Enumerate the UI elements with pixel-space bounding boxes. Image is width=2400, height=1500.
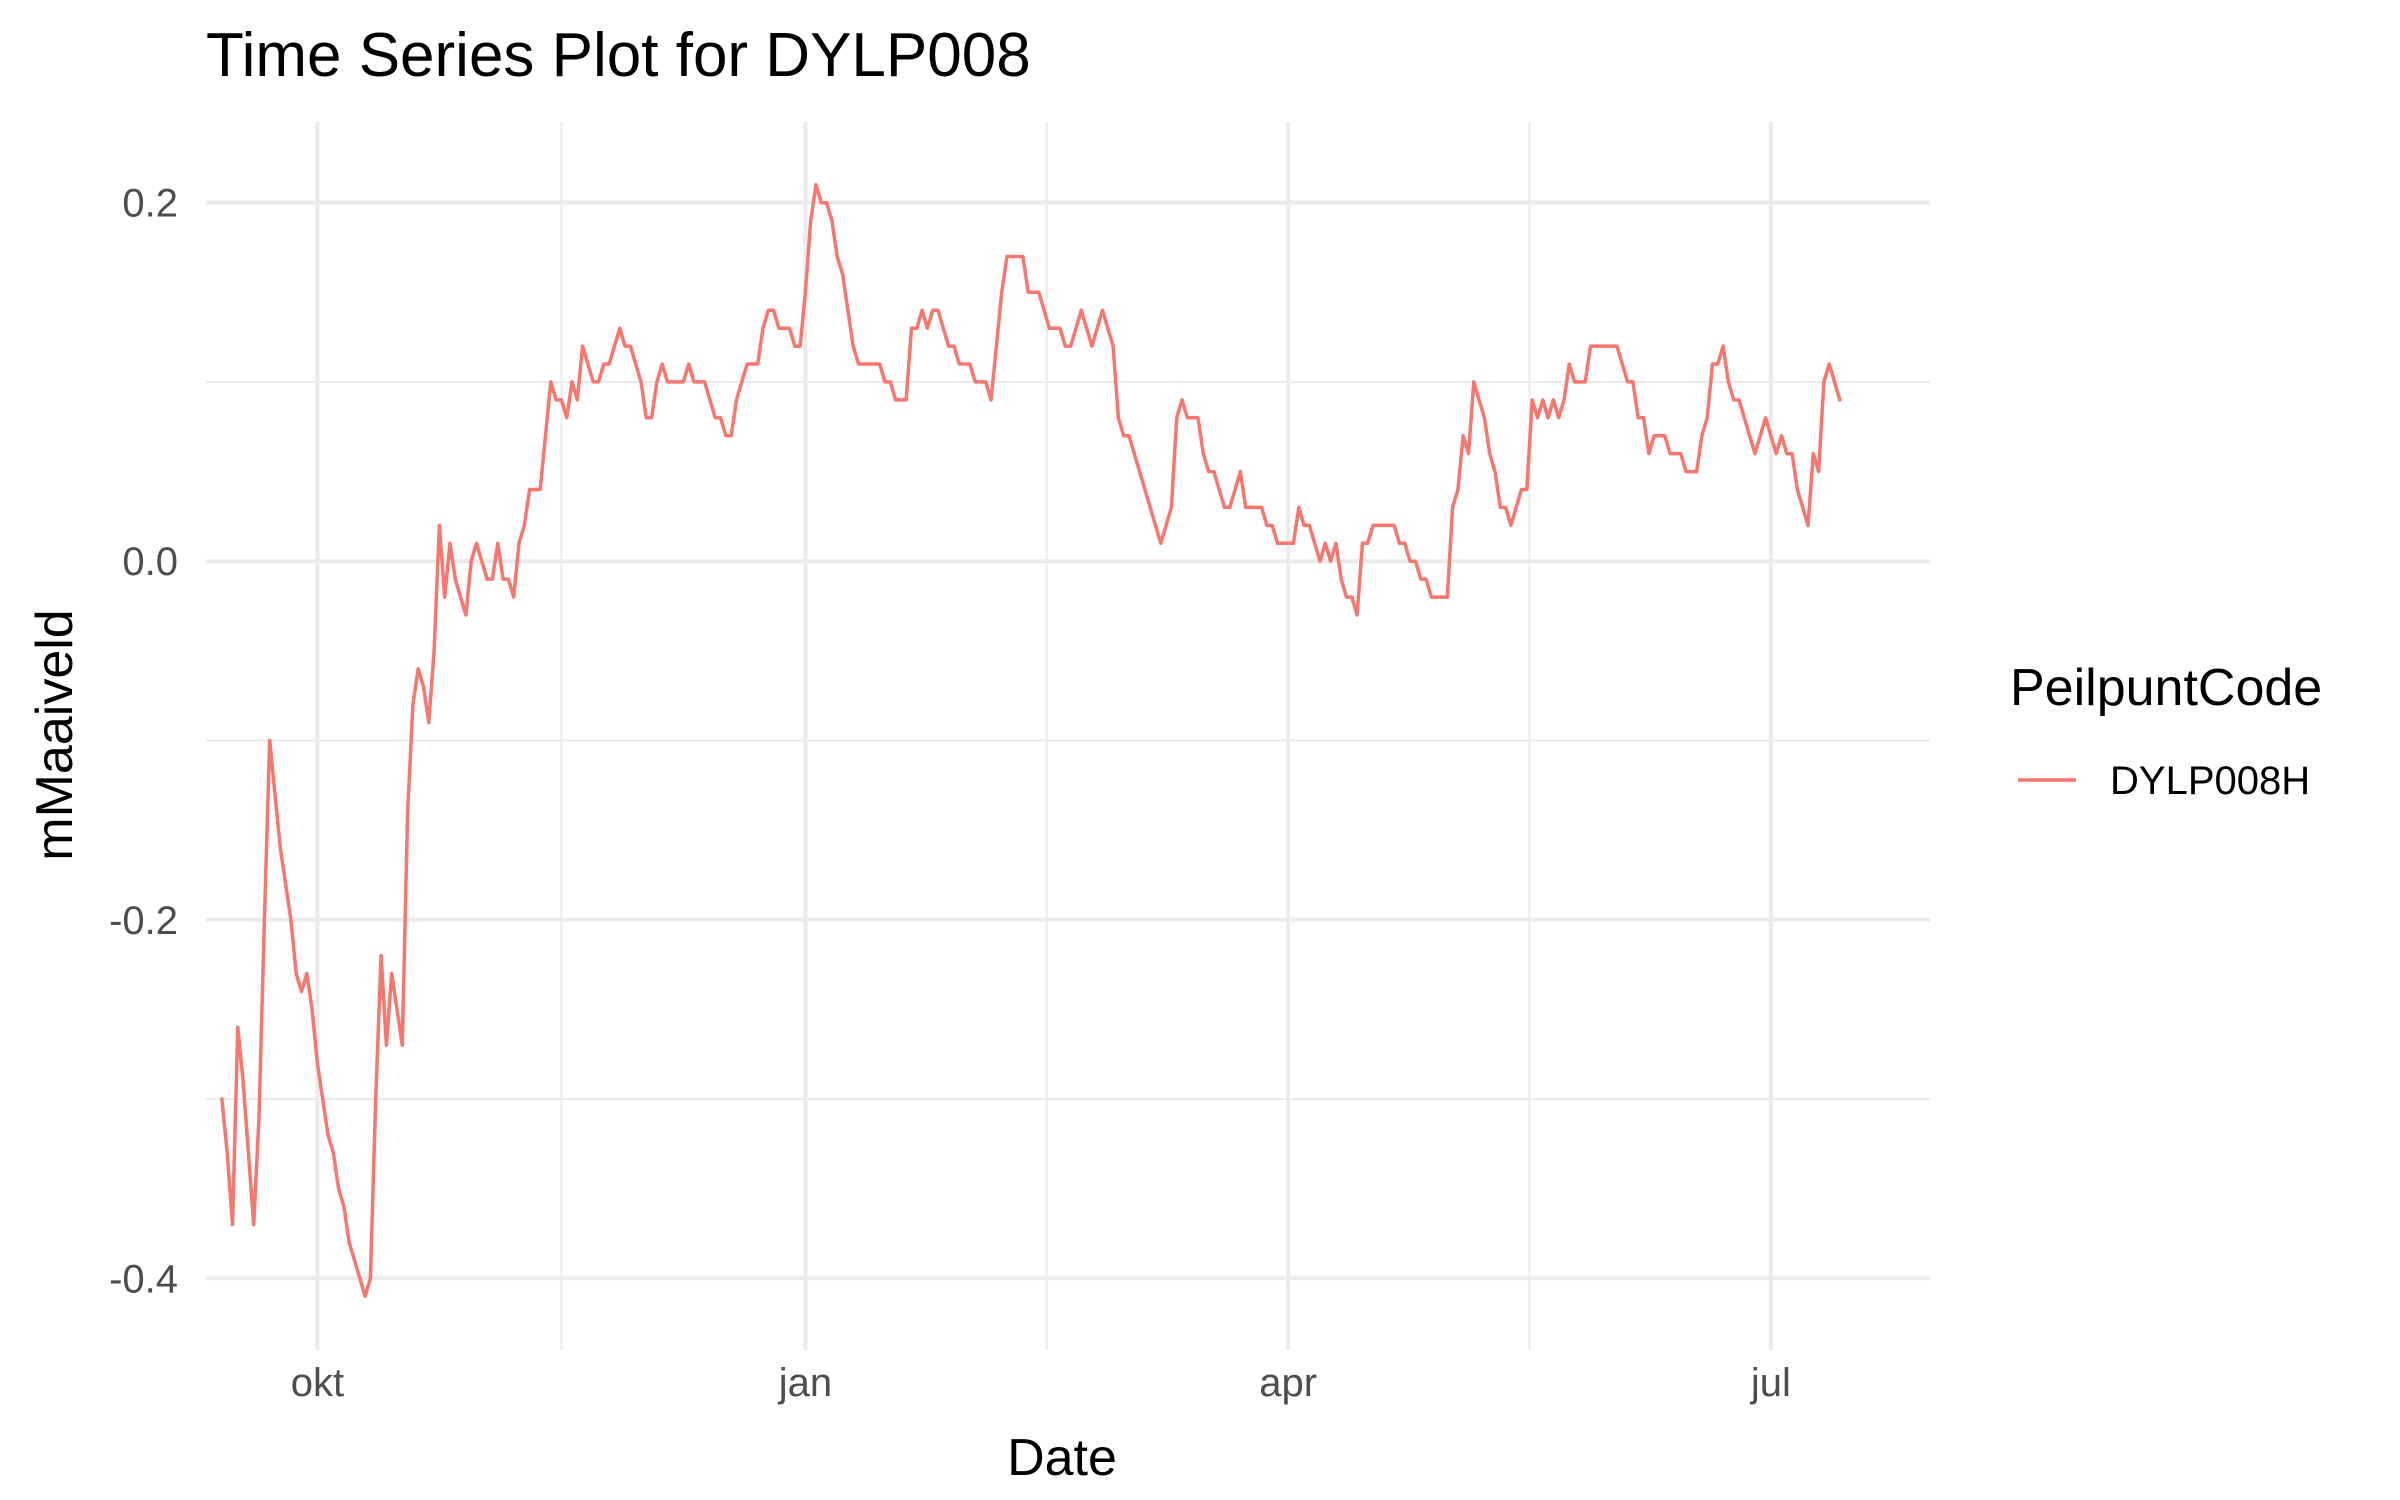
- x-tick-label: okt: [291, 1361, 344, 1405]
- y-tick-label: 0.2: [122, 182, 178, 226]
- series-line-0: [220, 182, 1842, 1298]
- x-tick-label: jan: [778, 1361, 832, 1405]
- grid-minor-lines: [206, 122, 1930, 1350]
- y-axis-tick-labels: -0.4 -0.2 0.0 0.2: [109, 182, 178, 1302]
- x-axis-title: Date: [1007, 1429, 1117, 1487]
- legend-entry-label: DYLP008H: [2110, 759, 2310, 803]
- x-tick-label: apr: [1259, 1361, 1317, 1405]
- x-tick-label: jul: [1750, 1361, 1791, 1405]
- legend-title: PeilpuntCode: [2010, 659, 2322, 717]
- x-axis-tick-labels: okt jan apr jul: [291, 1361, 1791, 1405]
- chart-title: Time Series Plot for DYLP008: [206, 21, 1031, 90]
- legend: PeilpuntCode DYLP008H: [2010, 659, 2322, 803]
- y-axis-title: mMaaiveld: [26, 609, 84, 860]
- y-tick-label: 0.0: [122, 540, 178, 584]
- y-tick-label: -0.4: [109, 1257, 178, 1301]
- y-tick-label: -0.2: [109, 899, 178, 943]
- series-layer: [220, 182, 1842, 1298]
